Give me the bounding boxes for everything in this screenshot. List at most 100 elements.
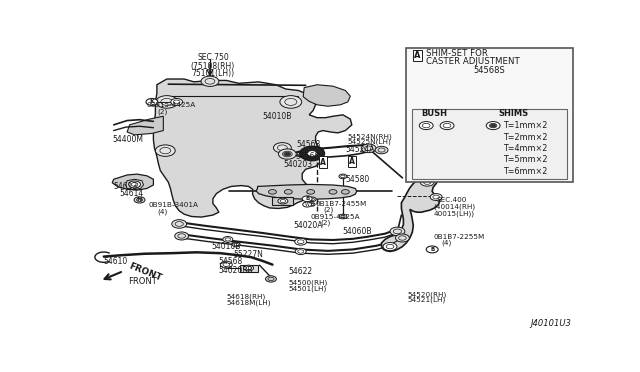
Circle shape	[309, 203, 315, 206]
Text: SHIMS: SHIMS	[498, 109, 528, 118]
Circle shape	[278, 149, 296, 159]
Text: 54010B: 54010B	[211, 242, 241, 251]
Text: T=1mm×2: T=1mm×2	[503, 121, 547, 130]
Text: T=2mm×2: T=2mm×2	[503, 132, 548, 141]
Circle shape	[244, 265, 253, 271]
Circle shape	[307, 151, 317, 156]
Circle shape	[280, 96, 301, 108]
Text: 54060B: 54060B	[342, 227, 371, 236]
Circle shape	[375, 146, 388, 154]
Text: 54610: 54610	[104, 257, 128, 266]
Text: W: W	[305, 202, 310, 207]
Circle shape	[134, 197, 145, 203]
Text: (2): (2)	[157, 109, 167, 115]
Text: 54580: 54580	[346, 175, 370, 184]
Text: (4): (4)	[157, 209, 167, 215]
Circle shape	[171, 99, 182, 105]
Text: B: B	[430, 247, 435, 252]
Text: 0B1B7-2255M: 0B1B7-2255M	[433, 234, 484, 240]
Text: 40015(LH)): 40015(LH))	[433, 211, 474, 217]
Circle shape	[129, 181, 141, 188]
Text: 54614: 54614	[120, 189, 144, 198]
Text: 54020A: 54020A	[293, 221, 323, 230]
Text: 54400M: 54400M	[112, 135, 143, 144]
Circle shape	[383, 243, 397, 251]
Text: (2): (2)	[323, 207, 333, 214]
Text: 0B1B7-2455M: 0B1B7-2455M	[316, 201, 367, 206]
Circle shape	[396, 234, 410, 242]
Text: 54568: 54568	[297, 140, 321, 150]
Text: 54525N(LH): 54525N(LH)	[348, 139, 392, 145]
Circle shape	[156, 145, 175, 156]
Text: CASTER ADJUSTMENT: CASTER ADJUSTMENT	[426, 57, 520, 66]
Circle shape	[269, 190, 276, 194]
Polygon shape	[112, 174, 154, 190]
Polygon shape	[240, 264, 257, 272]
Circle shape	[220, 261, 232, 268]
Circle shape	[339, 174, 347, 179]
Text: A: A	[349, 157, 355, 166]
Text: N: N	[137, 198, 142, 202]
Circle shape	[278, 198, 288, 204]
Circle shape	[232, 242, 240, 247]
Text: 54618(RH): 54618(RH)	[227, 294, 266, 300]
Text: 54622: 54622	[289, 267, 313, 276]
Text: 55227N: 55227N	[234, 250, 264, 259]
Circle shape	[329, 190, 337, 194]
Circle shape	[295, 248, 306, 254]
Text: A: A	[414, 51, 420, 60]
Circle shape	[420, 178, 434, 186]
Circle shape	[284, 190, 292, 194]
Circle shape	[490, 124, 496, 127]
Circle shape	[486, 122, 500, 129]
Text: FRONT: FRONT	[129, 277, 157, 286]
Circle shape	[295, 238, 307, 245]
Circle shape	[273, 142, 291, 153]
Circle shape	[284, 152, 291, 156]
Text: 54568: 54568	[218, 257, 242, 266]
Text: T=4mm×2: T=4mm×2	[503, 144, 547, 153]
Text: 54521(LH): 54521(LH)	[408, 297, 445, 304]
Text: (4): (4)	[441, 240, 451, 246]
Text: 75101(LH)): 75101(LH))	[191, 69, 234, 78]
Text: 54618M(LH): 54618M(LH)	[227, 299, 271, 306]
Text: 54501(LH): 54501(LH)	[288, 285, 326, 292]
Text: K: K	[150, 99, 154, 105]
Polygon shape	[303, 85, 350, 106]
Text: 0B915-4425A: 0B915-4425A	[310, 214, 360, 219]
Polygon shape	[154, 79, 352, 217]
Circle shape	[430, 193, 442, 201]
Text: (40014(RH): (40014(RH)	[433, 204, 476, 210]
Circle shape	[426, 246, 438, 253]
Circle shape	[419, 122, 433, 129]
Text: 54613: 54613	[113, 182, 138, 191]
Text: 54524A: 54524A	[346, 145, 375, 154]
Text: B: B	[305, 196, 309, 201]
Text: BUSH: BUSH	[421, 109, 447, 118]
Text: (75108(RH): (75108(RH)	[191, 62, 235, 71]
FancyBboxPatch shape	[412, 109, 566, 179]
Text: SHIM-SET FOR: SHIM-SET FOR	[426, 49, 488, 58]
Circle shape	[300, 146, 324, 161]
Circle shape	[201, 76, 219, 86]
Circle shape	[303, 202, 312, 207]
Text: FRONT: FRONT	[127, 262, 163, 283]
Polygon shape	[273, 197, 293, 205]
Text: 54020BB: 54020BB	[218, 266, 252, 275]
Text: SEC.750: SEC.750	[197, 53, 229, 62]
Text: 54520(RH): 54520(RH)	[408, 291, 447, 298]
Circle shape	[440, 122, 454, 129]
Circle shape	[146, 99, 158, 105]
Circle shape	[223, 237, 233, 242]
Polygon shape	[127, 116, 163, 135]
Circle shape	[266, 276, 276, 282]
Circle shape	[390, 227, 405, 236]
Circle shape	[156, 96, 178, 108]
Text: SEC.400: SEC.400	[436, 198, 467, 203]
Text: T=6mm×2: T=6mm×2	[503, 167, 547, 176]
Text: 540203: 540203	[284, 160, 312, 169]
Circle shape	[172, 219, 187, 228]
Text: 54500(RH): 54500(RH)	[288, 280, 328, 286]
Text: T=5mm×2: T=5mm×2	[503, 155, 548, 164]
Text: 54568: 54568	[296, 152, 320, 161]
